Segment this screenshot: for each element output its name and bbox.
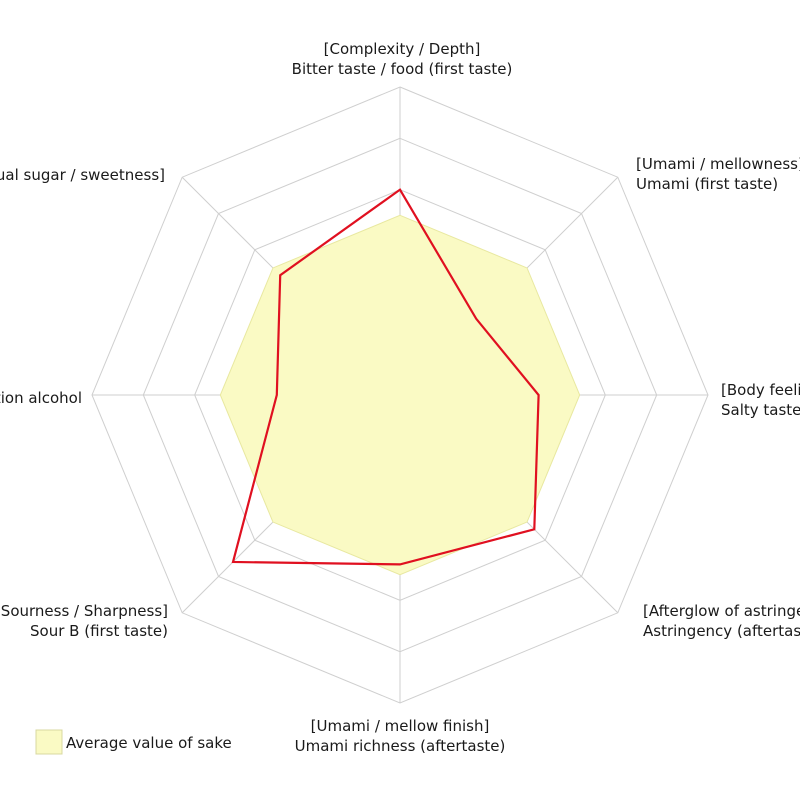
axis-sublabel: Astringency (aftertaste)	[643, 622, 800, 640]
axis-label: [Umami / mellowness]	[636, 155, 800, 173]
legend-swatch-average	[35, 729, 63, 755]
axis-labels: [Complexity / Depth] Bitter taste / food …	[0, 40, 800, 755]
axis-label: [Residual sugar / sweetness]	[0, 166, 165, 184]
legend-label-average: Average value of sake	[66, 734, 232, 752]
axis-label: [Umami / mellow finish]	[311, 717, 490, 735]
legend: Average value of sake	[35, 729, 232, 755]
axis-sublabel: Umami (first taste)	[636, 175, 778, 193]
axis-sublabel: Bitter taste / food (first taste)	[292, 60, 513, 78]
series-sample-line	[231, 188, 540, 566]
axis-label: [Afterglow of astringency]	[643, 602, 800, 620]
axis-label: [Sourness / Sharpness]	[0, 602, 168, 620]
axis-label: [Body feeling]	[721, 381, 800, 399]
series-layer	[219, 188, 581, 576]
axis-sublabel: Salty taste	[721, 401, 800, 419]
series-average-area	[219, 214, 581, 576]
axis-sublabel: Sour B (first taste)	[30, 622, 168, 640]
axis-label: Fermentation alcohol	[0, 389, 82, 407]
axis-sublabel: Umami richness (aftertaste)	[295, 737, 506, 755]
axis-label: [Complexity / Depth]	[324, 40, 481, 58]
